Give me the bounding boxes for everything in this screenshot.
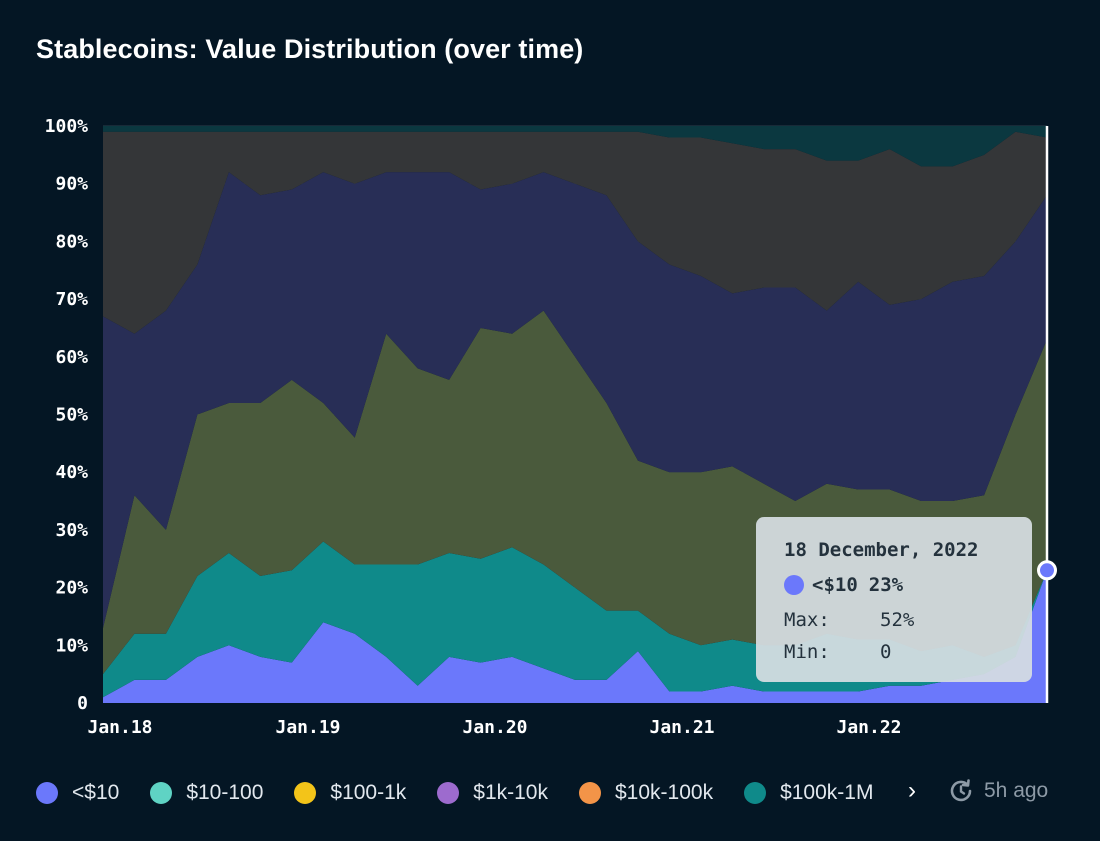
y-tick-label: 30% bbox=[55, 520, 88, 541]
hover-tooltip: 18 December, 2022 <$10 23% Max: 52% Min:… bbox=[756, 517, 1032, 682]
legend: <$10 $10-100 $100-1k $1k-10k $10k-100k $100k-… bbox=[36, 777, 1066, 808]
area--10 bbox=[103, 570, 1047, 703]
tooltip-max-row: Max: 52% bbox=[784, 609, 914, 631]
legend-item[interactable]: $1k-10k bbox=[437, 781, 548, 805]
y-tick-label: 80% bbox=[55, 231, 88, 252]
y-tick-label: 50% bbox=[55, 405, 88, 426]
y-tick-label: 60% bbox=[55, 347, 88, 368]
area-other bbox=[103, 126, 1047, 167]
legend-dot bbox=[744, 782, 767, 804]
tooltip-min-label: Min: bbox=[784, 641, 830, 663]
legend-dot bbox=[294, 782, 317, 804]
y-tick-label: 70% bbox=[55, 289, 88, 310]
y-tick-label: 0 bbox=[77, 693, 88, 714]
axes: 0 10% 20% 30% 40% 50% 60% 70% 80% 90% 100% Jan.18 Ja… bbox=[45, 116, 902, 738]
tooltip-max-label: Max: bbox=[784, 609, 830, 631]
tooltip-series-dot bbox=[784, 575, 804, 595]
y-tick-label: 40% bbox=[55, 462, 88, 483]
hover-indicator bbox=[1037, 126, 1057, 703]
legend-label: $100k-1M bbox=[780, 781, 874, 804]
tooltip-series-name: <$10 bbox=[812, 574, 858, 596]
legend-item[interactable]: $10-100 bbox=[150, 781, 263, 805]
x-tick-label: Jan.18 bbox=[87, 717, 152, 738]
legend-dot bbox=[437, 782, 460, 804]
legend-label: <$10 bbox=[72, 781, 120, 804]
legend-item[interactable]: $10k-100k bbox=[579, 781, 713, 805]
hover-point bbox=[1037, 560, 1057, 581]
legend-items: <$10 $10-100 $100-1k $1k-10k $10k-100k $100k-… bbox=[36, 781, 912, 805]
y-tick-label: 100% bbox=[45, 116, 89, 137]
area--10m-100m bbox=[103, 172, 1047, 628]
chevron-right-icon[interactable]: › bbox=[908, 777, 916, 804]
legend-item[interactable]: <$10 bbox=[36, 781, 119, 805]
legend-item[interactable]: $100-1k bbox=[294, 781, 406, 805]
clock-refresh-icon bbox=[950, 779, 972, 802]
y-tick-label: 90% bbox=[55, 174, 88, 195]
tooltip-date: 18 December, 2022 bbox=[784, 539, 979, 561]
legend-label: $10-100 bbox=[186, 781, 264, 804]
legend-label: $1k-10k bbox=[473, 781, 548, 804]
legend-dot bbox=[579, 782, 601, 804]
legend-dot bbox=[150, 782, 173, 804]
legend-label: $10k-100k bbox=[615, 781, 714, 804]
last-updated-text: 5h ago bbox=[984, 779, 1049, 802]
tooltip-series: <$10 23% bbox=[784, 574, 903, 596]
x-tick-label: Jan.22 bbox=[836, 717, 901, 738]
legend-item[interactable]: $100k-1M bbox=[744, 781, 873, 805]
tooltip-min-row: Min: 0 bbox=[784, 641, 891, 663]
y-tick-label: 10% bbox=[55, 635, 88, 656]
last-updated: 5h ago bbox=[948, 778, 1048, 804]
x-tick-label: Jan.19 bbox=[275, 717, 340, 738]
x-tick-label: Jan.20 bbox=[462, 717, 527, 738]
tooltip-max-value: 52% bbox=[880, 609, 915, 631]
tooltip-min-value: 0 bbox=[880, 641, 892, 663]
chart-title: Stablecoins: Value Distribution (over ti… bbox=[36, 34, 584, 64]
x-tick-label: Jan.21 bbox=[649, 717, 714, 738]
legend-label: $100-1k bbox=[330, 781, 407, 804]
area--100m- bbox=[103, 131, 1047, 334]
legend-dot bbox=[36, 782, 58, 804]
tooltip-series-value: 23% bbox=[868, 574, 904, 596]
y-tick-label: 20% bbox=[55, 578, 88, 599]
